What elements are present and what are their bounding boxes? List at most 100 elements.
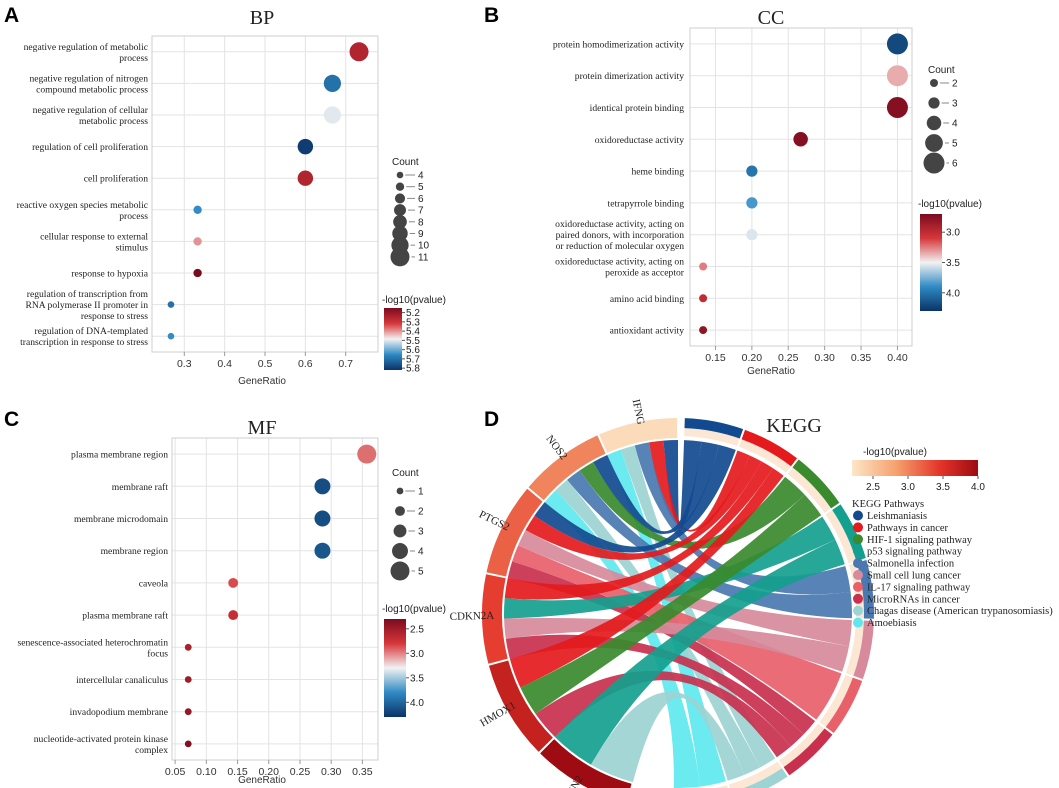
size-legend-label: 5 bbox=[418, 182, 424, 193]
size-legend-label: 2 bbox=[418, 507, 424, 518]
gene-arc bbox=[599, 418, 678, 453]
size-legend-dot bbox=[392, 543, 408, 559]
color-bar bbox=[384, 619, 406, 717]
pathway-legend-swatch bbox=[853, 522, 863, 533]
panel-mf: C MF GeneRatio Count -log10(pvalue) plas… bbox=[4, 408, 446, 786]
category-label: reactive oxygen species metabolic bbox=[17, 200, 148, 211]
x-tick-label: 0.25 bbox=[778, 352, 799, 364]
category-label: membrane microdomain bbox=[74, 514, 168, 525]
chord-ribbon bbox=[648, 440, 750, 532]
category-label: RNA polymerase II promoter in bbox=[25, 300, 148, 311]
data-point bbox=[314, 542, 331, 559]
x-tick-label: 0.5 bbox=[258, 358, 273, 370]
size-legend-dot bbox=[395, 506, 405, 516]
size-legend-label: 10 bbox=[418, 241, 430, 252]
pathway-arc bbox=[684, 418, 744, 439]
size-legend-label: 4 bbox=[952, 119, 958, 130]
size-legend-dot bbox=[394, 193, 406, 204]
category-label: protein homodimerization activity bbox=[553, 39, 684, 50]
panel-cc: B CC GeneRatio Count -log10(pvalue) prot… bbox=[484, 4, 982, 377]
category-label: response to hypoxia bbox=[71, 269, 148, 280]
pathway-legend-swatch bbox=[853, 593, 863, 604]
pathway-legend-label: HIF-1 signaling pathway bbox=[867, 535, 973, 546]
category-label: intercellular canaliculus bbox=[76, 675, 168, 686]
mf-color-legend-title: -log10(pvalue) bbox=[382, 604, 446, 615]
bp-x-axis-label: GeneRatio bbox=[238, 376, 286, 387]
pathway-legend-label: Leishmaniasis bbox=[867, 511, 927, 522]
chord-ribbon bbox=[509, 468, 784, 688]
size-legend-label: 3 bbox=[418, 527, 424, 538]
panel-kegg: D KEGG -log10(pvalue) KEGG Pathways IFNG… bbox=[450, 398, 1053, 788]
color-bar-label: 5.3 bbox=[406, 317, 420, 328]
plot-frame bbox=[171, 437, 379, 761]
panel-letter-d: D bbox=[484, 408, 499, 431]
data-point bbox=[193, 268, 202, 278]
kegg-color-bar-label: 4.0 bbox=[971, 482, 985, 493]
category-label: protein dimerization activity bbox=[575, 71, 684, 82]
gene-label: NOS2 bbox=[543, 433, 569, 462]
gene-label: IFNG bbox=[630, 398, 647, 426]
category-label: focus bbox=[147, 648, 168, 659]
data-point bbox=[184, 643, 192, 651]
x-tick-label: 0.30 bbox=[321, 766, 342, 778]
data-point bbox=[297, 170, 314, 186]
size-legend-label: 6 bbox=[952, 159, 958, 170]
category-label: negative regulation of cellular bbox=[33, 105, 149, 116]
gene-arc bbox=[481, 574, 508, 664]
kegg-color-bar bbox=[852, 460, 978, 476]
x-tick-label: 0.35 bbox=[352, 766, 373, 778]
category-label: invadopodium membrane bbox=[70, 707, 168, 718]
pathway-arc-inner bbox=[684, 428, 740, 447]
pathway-legend-label: p53 signaling pathway bbox=[867, 547, 963, 558]
category-label: process bbox=[119, 211, 148, 222]
category-label: senescence-associated heterochromatin bbox=[18, 637, 169, 648]
cc-size-legend-title: Count bbox=[928, 65, 955, 76]
category-label: paired donors, with incorporation bbox=[556, 230, 685, 241]
size-legend-dot bbox=[396, 171, 404, 179]
x-tick-label: 0.25 bbox=[290, 766, 311, 778]
chord-ribbon bbox=[535, 670, 791, 758]
size-legend-label: 1 bbox=[418, 487, 424, 498]
size-legend-label: 5 bbox=[418, 567, 424, 578]
pathway-arc-inner bbox=[738, 439, 791, 473]
category-label: peroxide as acceptor bbox=[605, 268, 685, 279]
category-label: cellular response to external bbox=[40, 231, 148, 242]
category-label: plasma membrane region bbox=[71, 450, 168, 461]
data-point bbox=[228, 577, 239, 588]
data-point bbox=[184, 708, 192, 716]
pathway-legend-label: Small cell lung cancer bbox=[867, 571, 961, 582]
size-legend-label: 9 bbox=[418, 229, 424, 240]
color-bar-label: 4.0 bbox=[946, 288, 960, 299]
cc-x-axis-label: GeneRatio bbox=[747, 366, 795, 377]
chord-ribbon bbox=[518, 530, 852, 647]
panel-letter-b: B bbox=[484, 4, 499, 27]
color-bar-label: 2.5 bbox=[410, 624, 424, 635]
mf-title: MF bbox=[248, 417, 277, 439]
kegg-color-legend-title: -log10(pvalue) bbox=[863, 447, 927, 458]
data-point bbox=[746, 197, 758, 209]
size-legend-dot bbox=[394, 204, 406, 217]
data-point bbox=[886, 65, 908, 87]
pathway-legend-label: Amoebiasis bbox=[867, 618, 917, 629]
size-legend-dot bbox=[393, 214, 407, 229]
gene-arc bbox=[486, 488, 543, 577]
x-tick-label: 0.30 bbox=[814, 352, 835, 364]
chord-ribbon bbox=[634, 442, 851, 595]
pathway-arc-inner bbox=[728, 761, 783, 788]
size-legend-dot bbox=[390, 247, 410, 267]
category-label: negative regulation of nitrogen bbox=[29, 73, 148, 84]
pathway-legend-swatch bbox=[853, 546, 863, 557]
pathway-arc bbox=[853, 620, 874, 680]
category-label: oxidoreductase activity, acting on bbox=[555, 257, 684, 268]
x-tick-label: 0.20 bbox=[742, 352, 763, 364]
category-label: nucleotide-activated protein kinase bbox=[34, 734, 168, 745]
kegg-color-bar-label: 3.0 bbox=[901, 482, 915, 493]
pathway-legend-label: IL-17 signaling pathway bbox=[867, 582, 971, 593]
data-point bbox=[167, 301, 175, 308]
x-tick-label: 0.20 bbox=[259, 766, 280, 778]
data-point bbox=[793, 132, 808, 147]
pathway-arc-inner bbox=[819, 674, 853, 727]
size-legend-dot bbox=[925, 134, 943, 152]
category-label: regulation of cell proliferation bbox=[32, 142, 148, 153]
gene-arc bbox=[528, 435, 606, 501]
